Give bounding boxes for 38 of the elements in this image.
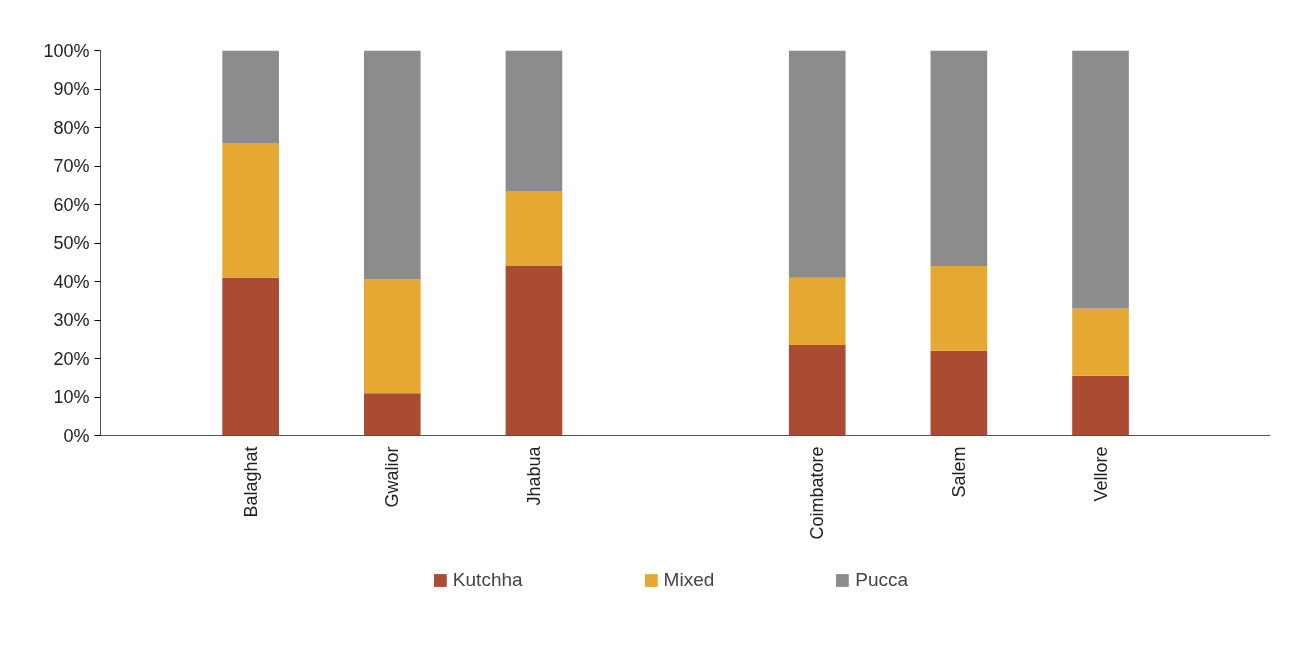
bar xyxy=(930,350,988,436)
bar xyxy=(1072,375,1129,436)
y-tick-label: 70% xyxy=(53,156,90,176)
y-tick-label: 40% xyxy=(53,271,90,292)
x-tick-label: Gwalior xyxy=(382,446,403,508)
legend-label: Mixed xyxy=(663,569,715,591)
y-tick-label: 30% xyxy=(53,310,90,330)
bar xyxy=(1072,308,1129,376)
x-tick-label: Vellore xyxy=(1090,446,1111,502)
x-tick-label: Coimbatore xyxy=(807,446,828,540)
y-tick-label: 60% xyxy=(53,194,90,215)
bar xyxy=(788,50,846,278)
bar xyxy=(363,50,421,280)
bar xyxy=(222,142,279,278)
x-tick-label: Salem xyxy=(948,446,969,498)
y-tick-label: 80% xyxy=(53,117,90,138)
y-tick-label: 20% xyxy=(53,348,90,369)
bar xyxy=(222,50,279,143)
bar xyxy=(363,279,421,394)
x-tick-label: Balaghat xyxy=(240,446,261,518)
y-tick-label: 100% xyxy=(43,40,90,61)
bar xyxy=(222,277,279,436)
y-tick-label: 10% xyxy=(53,387,90,407)
bar xyxy=(505,50,563,192)
bar xyxy=(1072,50,1129,309)
legend-label: Kutchha xyxy=(452,569,523,591)
y-tick-label: 0% xyxy=(63,425,90,446)
bar xyxy=(930,50,988,267)
bar xyxy=(505,266,563,436)
bar xyxy=(505,191,563,267)
bar xyxy=(788,277,846,346)
x-tick-label: Jhabua xyxy=(523,445,544,506)
y-tick-label: 90% xyxy=(53,79,90,99)
bar xyxy=(930,266,988,351)
bar xyxy=(363,393,421,436)
bar xyxy=(788,345,846,436)
y-tick-label: 50% xyxy=(53,233,90,253)
legend-label: Pucca xyxy=(855,569,909,591)
